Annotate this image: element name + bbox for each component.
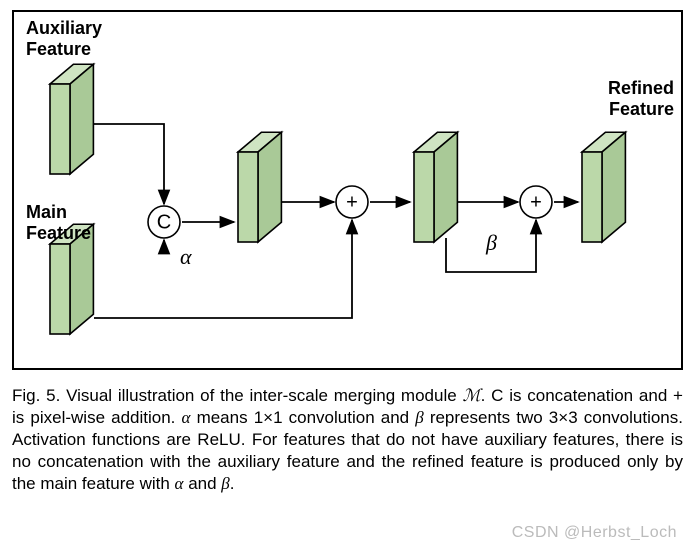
diagram-frame: C + + AuxiliaryFeature MainFeature Refined… [12, 10, 683, 370]
script-M: ℳ [462, 386, 480, 405]
label-auxiliary-feature: AuxiliaryFeature [26, 18, 102, 59]
beta: β [415, 408, 423, 427]
figure-caption: Fig. 5. Visual illustration of the inter… [12, 385, 683, 495]
beta-label: β [486, 230, 497, 256]
refined-feature-block [582, 132, 625, 242]
text: MainFeature [26, 202, 91, 243]
svg-text:C: C [157, 211, 171, 233]
label-refined-feature: RefinedFeature [596, 78, 674, 119]
watermark: CSDN @Herbst_Loch [512, 524, 677, 542]
arrow-main-to-add1 [94, 220, 352, 318]
svg-text:+: + [530, 191, 542, 213]
caption-text: means 1×1 convolution and [190, 408, 415, 427]
text: β [486, 230, 497, 255]
label-main-feature: MainFeature [26, 202, 91, 243]
text: AuxiliaryFeature [26, 18, 102, 59]
diagram-svg: C + + [14, 12, 681, 368]
caption-text: . [230, 474, 235, 493]
aux-feature-block [50, 64, 93, 174]
text: α [180, 244, 192, 269]
svg-text:+: + [346, 191, 358, 213]
text: RefinedFeature [608, 78, 674, 119]
intermediate-block-2 [414, 132, 457, 242]
caption-text: and [183, 474, 221, 493]
concat-op: C [148, 206, 180, 238]
text: CSDN @Herbst_Loch [512, 524, 677, 541]
beta: β [221, 474, 229, 493]
add-op-1: + [336, 186, 368, 218]
figure-container: C + + AuxiliaryFeature MainFeature Refined… [0, 0, 695, 548]
caption-text: Fig. 5. Visual illustration of the inter… [12, 386, 462, 405]
intermediate-block-1 [238, 132, 281, 242]
arrow-aux-to-concat [94, 124, 164, 204]
alpha-label: α [180, 244, 192, 270]
add-op-2: + [520, 186, 552, 218]
